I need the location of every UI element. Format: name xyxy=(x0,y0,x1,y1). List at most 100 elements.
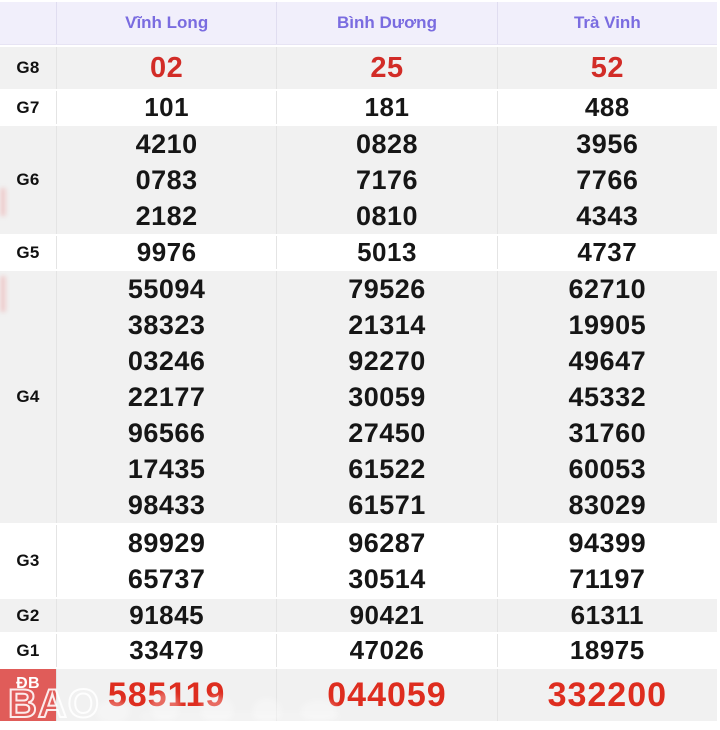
prize-value-cell: 585119 xyxy=(56,669,276,721)
prize-value-cell: 91845 xyxy=(56,599,276,632)
prize-label: G7 xyxy=(16,97,40,117)
prize-number: 9976 xyxy=(136,237,197,267)
prize-number: 5013 xyxy=(357,237,417,267)
prize-value-cell: 94399 71197 xyxy=(496,525,717,597)
prize-number: 181 xyxy=(364,92,410,122)
prize-label: ĐB xyxy=(0,669,56,721)
table-row-g3: G3 89929 65737 96287 30514 94399 71197 xyxy=(0,525,717,597)
prize-number: 79526 xyxy=(348,274,426,304)
prize-value-cell: 47026 xyxy=(276,634,496,667)
prize-value-cell: 90421 xyxy=(276,599,496,632)
prize-number: 4737 xyxy=(577,237,638,267)
prize-number: 61571 xyxy=(348,490,426,520)
prize-number: 30514 xyxy=(348,564,426,594)
prize-number: 7176 xyxy=(355,165,419,195)
prize-number: 96566 xyxy=(127,418,206,448)
prize-value-cell: 181 xyxy=(276,91,496,124)
prize-number: 21314 xyxy=(348,310,426,340)
prize-number: 38323 xyxy=(127,310,206,340)
prize-value-cell: 52 xyxy=(496,47,717,89)
prize-number: 33479 xyxy=(129,635,205,665)
prize-number: 25 xyxy=(370,52,404,84)
prize-value-cell: 9976 xyxy=(56,236,276,269)
prize-number: 488 xyxy=(584,92,630,122)
prize-number: 96287 xyxy=(348,528,426,558)
prize-number: 47026 xyxy=(349,635,425,665)
prize-number: 83029 xyxy=(568,490,647,520)
prize-label: G5 xyxy=(16,242,40,262)
table-row-g8: G8 02 25 52 xyxy=(0,47,717,89)
results-table-body: G8 02 25 52 G7 101 181 488 G6 4210 0783 2182 0828 717… xyxy=(0,47,717,721)
prize-number: 0828 xyxy=(355,129,419,159)
prize-number: 27450 xyxy=(348,418,426,448)
prize-value-cell: 62710 19905 49647 45332 31760 60053 83029 xyxy=(496,271,717,523)
table-row-g5: G5 9976 5013 4737 xyxy=(0,236,717,269)
prize-number: 0810 xyxy=(355,201,419,231)
prize-value-cell: 101 xyxy=(56,91,276,124)
column-header-tra-vinh[interactable]: Trà Vinh xyxy=(496,2,717,44)
prize-number: 31760 xyxy=(568,418,647,448)
prize-number: 17435 xyxy=(127,454,206,484)
prize-label: G8 xyxy=(16,58,40,77)
prize-number: 18975 xyxy=(569,635,645,665)
prize-number: 03246 xyxy=(127,346,206,376)
prize-number: 02 xyxy=(150,52,184,84)
prize-number: 332200 xyxy=(547,676,668,714)
prize-number: 4343 xyxy=(576,201,639,231)
prize-number: 60053 xyxy=(568,454,647,484)
table-row-g1: G1 33479 47026 18975 xyxy=(0,634,717,667)
prize-value-cell: 044059 xyxy=(276,669,496,721)
prize-number: 52 xyxy=(590,52,624,84)
prize-number: 2182 xyxy=(135,201,198,231)
prize-number: 49647 xyxy=(568,346,647,376)
prize-value-cell: 4737 xyxy=(496,236,717,269)
prize-number: 101 xyxy=(144,92,190,122)
column-header-vinh-long[interactable]: Vĩnh Long xyxy=(56,2,276,44)
prize-label: G2 xyxy=(16,605,40,625)
prize-number: 3956 xyxy=(576,129,639,159)
prize-label: G4 xyxy=(16,387,40,406)
prize-value-cell: 02 xyxy=(56,47,276,89)
prize-number: 61311 xyxy=(570,600,644,630)
prize-number: 044059 xyxy=(327,676,447,714)
prize-value-cell: 61311 xyxy=(496,599,717,632)
prize-number: 585119 xyxy=(107,676,226,714)
prize-label: G6 xyxy=(16,170,40,189)
prize-value-cell: 332200 xyxy=(496,669,717,721)
prize-label: G1 xyxy=(16,640,40,660)
prize-value-cell: 33479 xyxy=(56,634,276,667)
prize-number: 94399 xyxy=(568,528,647,558)
prize-number: 65737 xyxy=(127,564,206,594)
column-header-binh-duong[interactable]: Bình Dương xyxy=(276,2,496,44)
prize-value-cell: 488 xyxy=(496,91,717,124)
prize-value-cell: 89929 65737 xyxy=(56,525,276,597)
prize-label: G3 xyxy=(16,551,40,570)
table-row-g7: G7 101 181 488 xyxy=(0,91,717,124)
prize-number: 89929 xyxy=(127,528,206,558)
prize-value-cell: 25 xyxy=(276,47,496,89)
table-row-g4: G4 55094 38323 03246 22177 96566 17435 98433 795… xyxy=(0,271,717,523)
prize-number: 91845 xyxy=(129,600,205,630)
prize-value-cell: 4210 0783 2182 xyxy=(56,126,276,234)
prize-value-cell: 55094 38323 03246 22177 96566 17435 98433 xyxy=(56,271,276,523)
prize-number: 61522 xyxy=(348,454,426,484)
prize-number: 30059 xyxy=(348,382,426,412)
table-row-g2: G2 91845 90421 61311 xyxy=(0,599,717,632)
prize-number: 4210 xyxy=(135,129,198,159)
prize-value-cell: 96287 30514 xyxy=(276,525,496,597)
prize-number: 19905 xyxy=(568,310,647,340)
table-row-g6: G6 4210 0783 2182 0828 7176 0810 3956 7766 4343 xyxy=(0,126,717,234)
prize-value-cell: 5013 xyxy=(276,236,496,269)
prize-number: 62710 xyxy=(568,274,647,304)
prize-number: 90421 xyxy=(349,600,425,630)
table-header-row: Vĩnh Long Bình Dương Trà Vinh xyxy=(0,2,717,45)
prize-number: 7766 xyxy=(576,165,639,195)
header-corner-cell xyxy=(0,2,56,44)
prize-number: 98433 xyxy=(127,490,206,520)
prize-number: 22177 xyxy=(127,382,206,412)
prize-number: 92270 xyxy=(348,346,426,376)
prize-value-cell: 0828 7176 0810 xyxy=(276,126,496,234)
prize-number: 55094 xyxy=(127,274,206,304)
